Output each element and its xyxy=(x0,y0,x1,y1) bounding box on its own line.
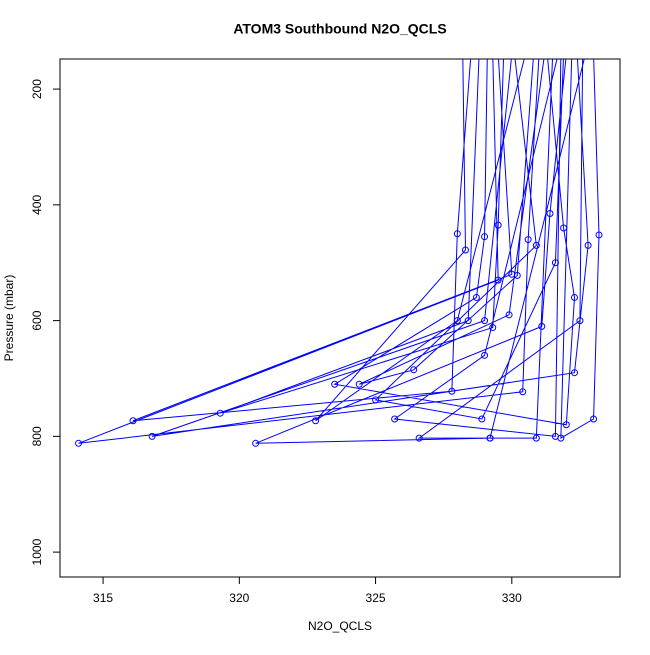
data-point xyxy=(148,432,156,440)
data-point xyxy=(513,271,521,279)
data-point xyxy=(494,221,502,229)
x-tick-label: 315 xyxy=(93,591,113,605)
data-point xyxy=(472,293,480,301)
data-point xyxy=(478,415,486,423)
data-point xyxy=(494,276,502,284)
y-tick-label: 200 xyxy=(30,79,44,99)
data-point xyxy=(551,259,559,267)
data-point xyxy=(546,210,554,218)
y-tick-label: 800 xyxy=(30,426,44,446)
data-point xyxy=(505,311,513,319)
data-point xyxy=(464,317,472,325)
data-point xyxy=(562,421,570,429)
y-tick-label: 1000 xyxy=(30,538,44,565)
data-point xyxy=(570,369,578,377)
data-point xyxy=(312,417,320,425)
data-point xyxy=(216,409,224,417)
data-point xyxy=(560,224,568,232)
data-point xyxy=(532,241,540,249)
data-point xyxy=(129,417,137,425)
x-tick-label: 325 xyxy=(366,591,386,605)
data-point xyxy=(331,380,339,388)
y-tick-label: 600 xyxy=(30,310,44,330)
data-point xyxy=(415,434,423,442)
data-point xyxy=(461,246,469,254)
x-tick-label: 330 xyxy=(502,591,522,605)
y-tick-label: 400 xyxy=(30,195,44,215)
chart-title: ATOM3 Southbound N2O_QCLS xyxy=(233,21,446,37)
data-point xyxy=(519,388,527,396)
data-point xyxy=(595,231,603,239)
data-point xyxy=(453,230,461,238)
data-point xyxy=(75,439,83,447)
data-point xyxy=(590,415,598,423)
data-point xyxy=(538,322,546,330)
plot-frame xyxy=(59,58,621,578)
y-axis-title: Pressure (mbar) xyxy=(2,275,16,362)
data-point xyxy=(524,236,532,244)
x-tick-label: 320 xyxy=(229,591,249,605)
data-point xyxy=(448,387,456,395)
data-point xyxy=(486,434,494,442)
data-point xyxy=(489,324,497,332)
data-point xyxy=(481,351,489,359)
data-point xyxy=(453,317,461,325)
data-point xyxy=(570,293,578,301)
data-point xyxy=(576,317,584,325)
data-line xyxy=(78,59,600,444)
data-point xyxy=(551,432,559,440)
data-point xyxy=(391,415,399,423)
data-point xyxy=(252,439,260,447)
data-point xyxy=(410,366,418,374)
x-axis-title: N2O_QCLS xyxy=(308,619,372,633)
data-point xyxy=(355,380,363,388)
data-point xyxy=(584,241,592,249)
plot-area xyxy=(75,59,603,447)
data-point xyxy=(481,233,489,241)
data-point xyxy=(481,317,489,325)
data-point xyxy=(372,396,380,404)
data-point xyxy=(532,434,540,442)
